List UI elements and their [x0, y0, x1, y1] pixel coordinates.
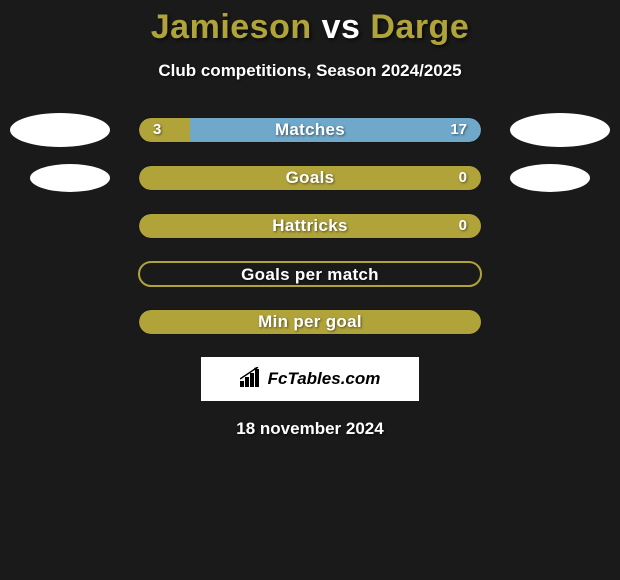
- stat-label: Goals: [139, 166, 481, 190]
- player2-name: Darge: [370, 8, 469, 46]
- stat-bar: Goals per match: [138, 261, 482, 287]
- stat-value-player1: 3: [153, 118, 161, 142]
- stat-row: Goals0: [0, 165, 620, 191]
- subtitle: Club competitions, Season 2024/2025: [0, 61, 620, 81]
- stat-value-player2: 0: [459, 166, 467, 190]
- player1-logo-placeholder: [10, 113, 110, 147]
- stat-row: Hattricks0: [0, 213, 620, 239]
- stat-bar: Hattricks0: [138, 213, 482, 239]
- stats-comparison-card: Jamieson vs Darge Club competitions, Sea…: [0, 0, 620, 439]
- stat-value-player2: 17: [450, 118, 467, 142]
- player1-name: Jamieson: [151, 8, 312, 46]
- stat-row: Min per goal: [0, 309, 620, 335]
- snapshot-date: 18 november 2024: [0, 419, 620, 439]
- stats-list: Matches317Goals0Hattricks0Goals per matc…: [0, 117, 620, 335]
- logo-text: FcTables.com: [268, 369, 381, 389]
- stat-label: Matches: [139, 118, 481, 142]
- stat-value-player2: 0: [459, 214, 467, 238]
- stat-label: Min per goal: [139, 310, 481, 334]
- stat-bar: Goals0: [138, 165, 482, 191]
- player1-logo-placeholder: [30, 164, 110, 192]
- stat-bar: Matches3 17: [138, 117, 482, 143]
- vs-text: vs: [322, 8, 361, 46]
- chart-bars-icon: [240, 367, 264, 392]
- source-logo[interactable]: FcTables.com: [201, 357, 419, 401]
- stat-label: Goals per match: [140, 263, 480, 287]
- player2-logo-placeholder: [510, 113, 610, 147]
- stat-label: Hattricks: [139, 214, 481, 238]
- stat-bar: Min per goal: [138, 309, 482, 335]
- stat-row: Goals per match: [0, 261, 620, 287]
- stat-row: Matches3 17: [0, 117, 620, 143]
- page-title: Jamieson vs Darge: [0, 8, 620, 47]
- player2-logo-placeholder: [510, 164, 590, 192]
